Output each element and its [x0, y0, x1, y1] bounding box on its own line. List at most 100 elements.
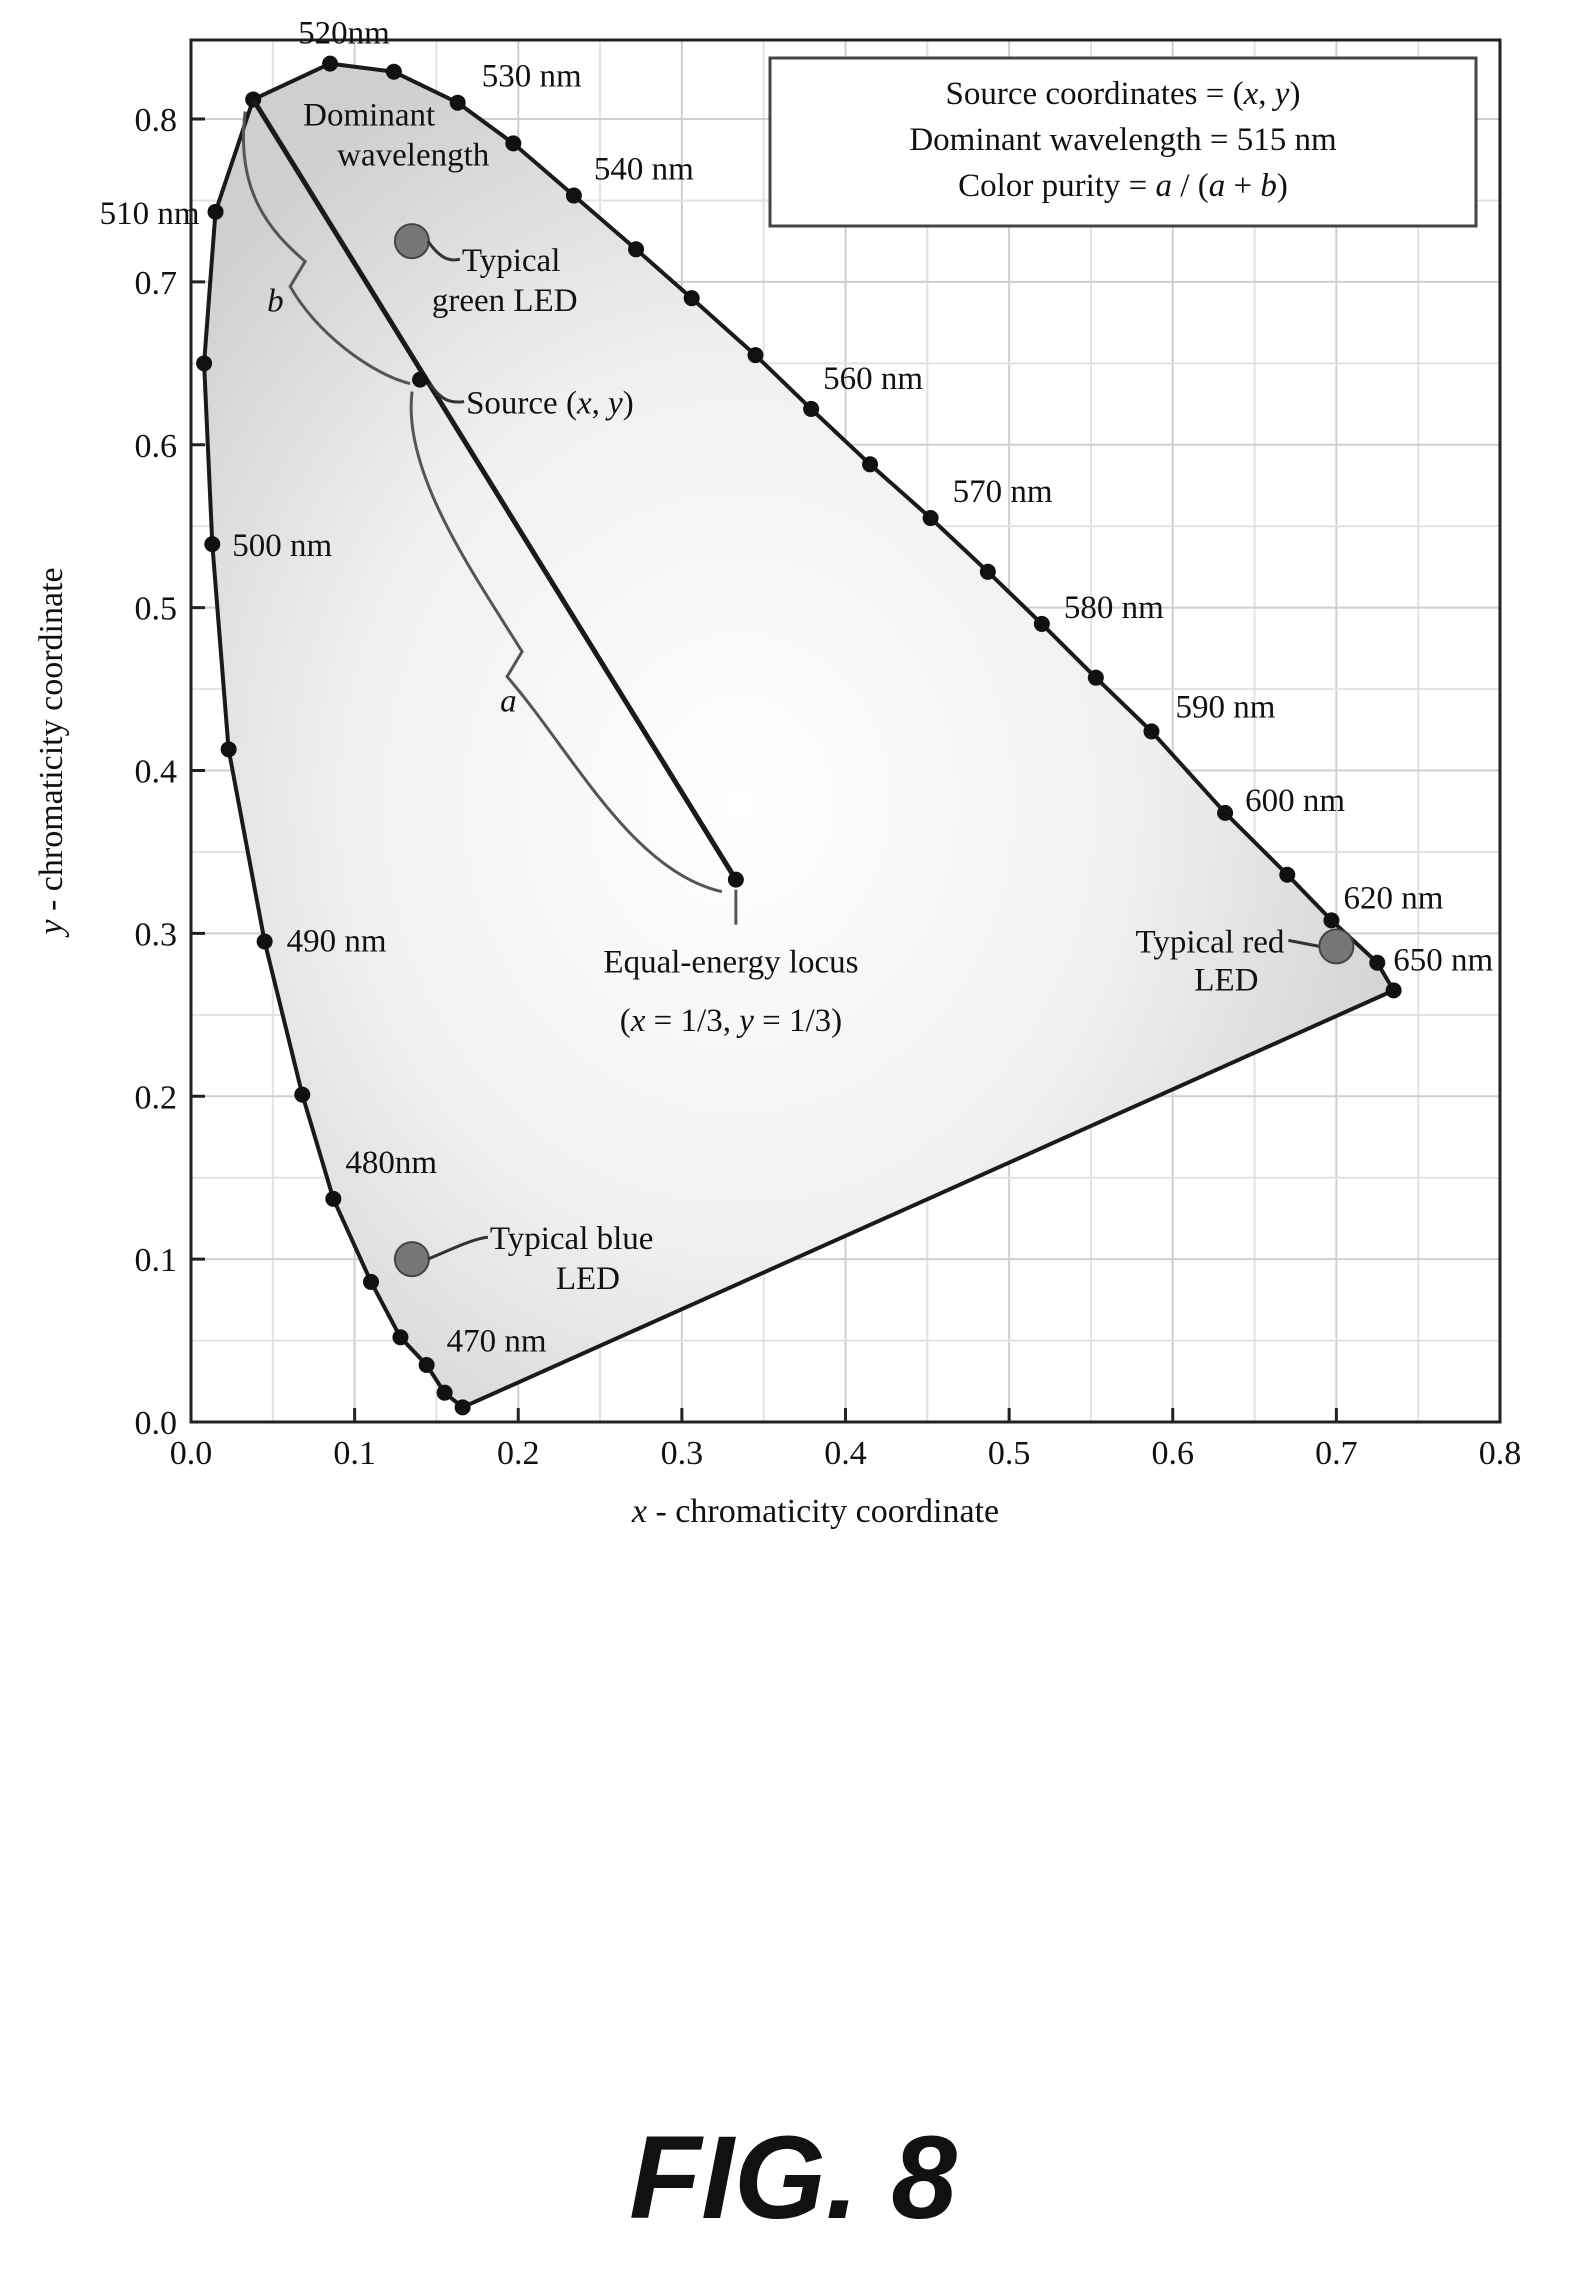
label-red-led-1: Typical red: [1136, 924, 1285, 960]
led-marker: [393, 223, 430, 260]
locus-point: [1369, 954, 1386, 971]
locus-point: [505, 135, 522, 152]
y-tick-label: 0.1: [135, 1242, 178, 1279]
x-tick-label: 0.0: [170, 1435, 213, 1472]
locus-point: [454, 1399, 471, 1416]
wavelength-label: 560 nm: [823, 361, 923, 397]
y-tick-label: 0.2: [135, 1079, 178, 1116]
locus-point: [1323, 912, 1340, 929]
label-blue-led-2: LED: [556, 1261, 620, 1297]
legend-line: Color purity = a / (a + b): [958, 168, 1288, 204]
label-dominant-wavelength-1: Dominant: [303, 97, 435, 133]
spectral-locus: [196, 55, 1402, 1416]
y-tick-label: 0.8: [135, 102, 178, 139]
brace-label-b: b: [267, 283, 284, 319]
label-source: Source (x, y): [466, 386, 634, 422]
wavelength-label: 480nm: [345, 1145, 437, 1181]
wavelength-label: 500 nm: [232, 528, 332, 564]
locus-point: [862, 456, 879, 473]
wavelength-label: 470 nm: [447, 1323, 547, 1359]
annotations: 470 nm 480nm 490 nm 500 nm 510 nm 520nm 530 nm…: [100, 16, 1494, 1360]
x-axis-title: x - chromaticity coordinate: [631, 1493, 999, 1530]
locus-point: [322, 55, 339, 72]
x-tick-label: 0.1: [333, 1435, 376, 1472]
brace-b: [242, 111, 411, 386]
y-axis-title: y - chromaticity coordinate: [33, 567, 70, 937]
y-tick-label: 0.5: [135, 591, 178, 628]
locus-point: [207, 203, 224, 220]
leader-blue: [427, 1235, 489, 1261]
wavelength-label: 540 nm: [594, 152, 694, 188]
locus-point: [392, 1329, 409, 1346]
locus-point: [204, 536, 221, 553]
label-blue-led-1: Typical blue: [490, 1221, 654, 1257]
x-tick-label: 0.4: [824, 1435, 867, 1472]
x-tick-label: 0.7: [1315, 1435, 1358, 1472]
locus-point: [565, 187, 582, 204]
wavelength-label: 510 nm: [100, 196, 200, 232]
locus-point: [1143, 723, 1160, 740]
locus-point: [747, 347, 764, 364]
legend-line: Source coordinates = (x, y): [946, 76, 1301, 112]
legend-frame: [768, 56, 1478, 228]
locus-point: [803, 400, 820, 417]
locus-point: [294, 1086, 311, 1103]
wavelength-label: 520nm: [298, 16, 390, 52]
led-marker: [1318, 928, 1355, 965]
wavelength-label: 490 nm: [287, 924, 387, 960]
wavelength-label: 590 nm: [1175, 689, 1275, 725]
label-green-led-2: green LED: [432, 283, 578, 319]
y-tick-label: 0.3: [135, 916, 178, 953]
x-tick-label: 0.8: [1479, 1435, 1522, 1472]
leader-source: [428, 382, 465, 404]
locus-point: [1279, 866, 1296, 883]
wavelength-label: 570 nm: [953, 474, 1053, 510]
dominant-wavelength-line: [251, 98, 738, 881]
y-tick-label: 0.4: [135, 754, 178, 791]
brace-a: [409, 391, 723, 894]
locus-point: [922, 510, 939, 527]
locus-point: [362, 1273, 379, 1290]
locus-point: [1217, 804, 1234, 821]
locus-point: [1087, 669, 1104, 686]
locus-point: [220, 741, 237, 758]
y-tick-label: 0.0: [135, 1405, 178, 1442]
y-tick-label: 0.7: [135, 265, 178, 302]
legend-box: Source coordinates = (x, y) Dominant wave…: [768, 56, 1478, 228]
x-tick-label: 0.6: [1152, 1435, 1195, 1472]
figure-caption: FIG. 8: [629, 2112, 957, 2244]
y-tick-label: 0.6: [135, 428, 178, 465]
locus-point: [683, 290, 700, 307]
locus-point: [979, 563, 996, 580]
locus-point: [256, 933, 273, 950]
label-equal-energy-1: Equal-energy locus: [603, 944, 858, 980]
locus-point: [449, 94, 466, 111]
wavelength-label: 600 nm: [1245, 783, 1345, 819]
locus-point: [628, 241, 645, 258]
point-marker: [412, 371, 429, 388]
locus-point: [196, 355, 213, 372]
x-tick-label: 0.2: [497, 1435, 540, 1472]
x-tick-label: 0.5: [988, 1435, 1031, 1472]
leader-red: [1288, 938, 1320, 948]
x-tick-label: 0.3: [661, 1435, 704, 1472]
led-marker: [393, 1241, 430, 1278]
leader-green: [426, 240, 461, 262]
axes: 0.0 0.1 0.2 0.3 0.4 0.5 0.6 0.7 0.8 0.0 0.1 0.2 0.3 0…: [33, 38, 1522, 1530]
label-red-led-2: LED: [1194, 962, 1258, 998]
locus-point: [385, 63, 402, 80]
locus-point: [436, 1384, 453, 1401]
locus-point: [1033, 615, 1050, 632]
point-marker: [727, 871, 744, 888]
wavelength-label: 530 nm: [482, 59, 582, 95]
wavelength-label: 580 nm: [1064, 590, 1164, 626]
spectral-locus-fill: [204, 63, 1394, 1408]
locus-point: [418, 1356, 435, 1373]
locus-point: [325, 1190, 342, 1207]
line-of-purples: [461, 988, 1395, 1410]
locus-point: [1385, 982, 1402, 999]
label-equal-energy-2: (x = 1/3, y = 1/3): [620, 1003, 842, 1039]
wavelength-label: 650 nm: [1393, 943, 1493, 979]
label-green-led-1: Typical: [462, 243, 560, 279]
wavelength-label: 620 nm: [1343, 880, 1443, 916]
